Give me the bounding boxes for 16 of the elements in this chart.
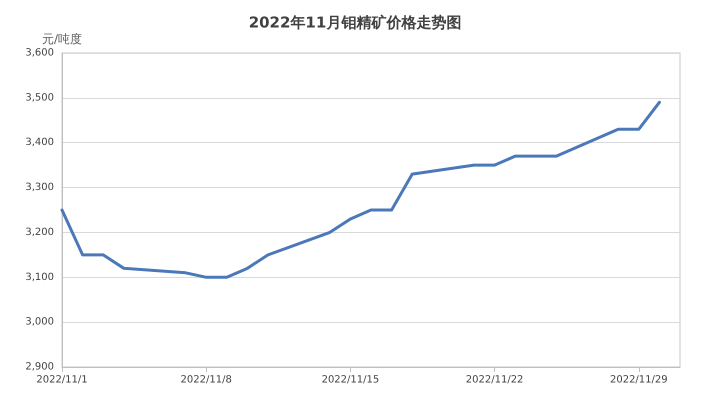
x-tick-label: 2022/11/22 (466, 374, 524, 386)
line-series (60, 100, 661, 279)
y-tick-label: 2,900 (25, 362, 54, 372)
y-tick-label: 3,600 (25, 48, 54, 58)
y-tick-label: 3,200 (25, 226, 54, 238)
x-tick-label: 2022/11/29 (610, 374, 668, 386)
y-tick-label: 3,000 (25, 316, 54, 328)
y-tick-label: 3,300 (25, 182, 54, 194)
x-tick-label: 2022/11/15 (322, 374, 380, 386)
x-tick-label: 2022/11/8 (180, 374, 232, 386)
x-tick-label: 2022/11/1 (36, 374, 88, 386)
y-tick-label: 3,100 (25, 272, 54, 283)
y-tick-label: 3,500 (25, 92, 54, 104)
y-axis-title: 元/吨度 (42, 32, 82, 46)
chart-title: 2022年11月钼精矿价格走势图 (248, 14, 462, 32)
y-tick-label: 3,400 (25, 137, 54, 148)
